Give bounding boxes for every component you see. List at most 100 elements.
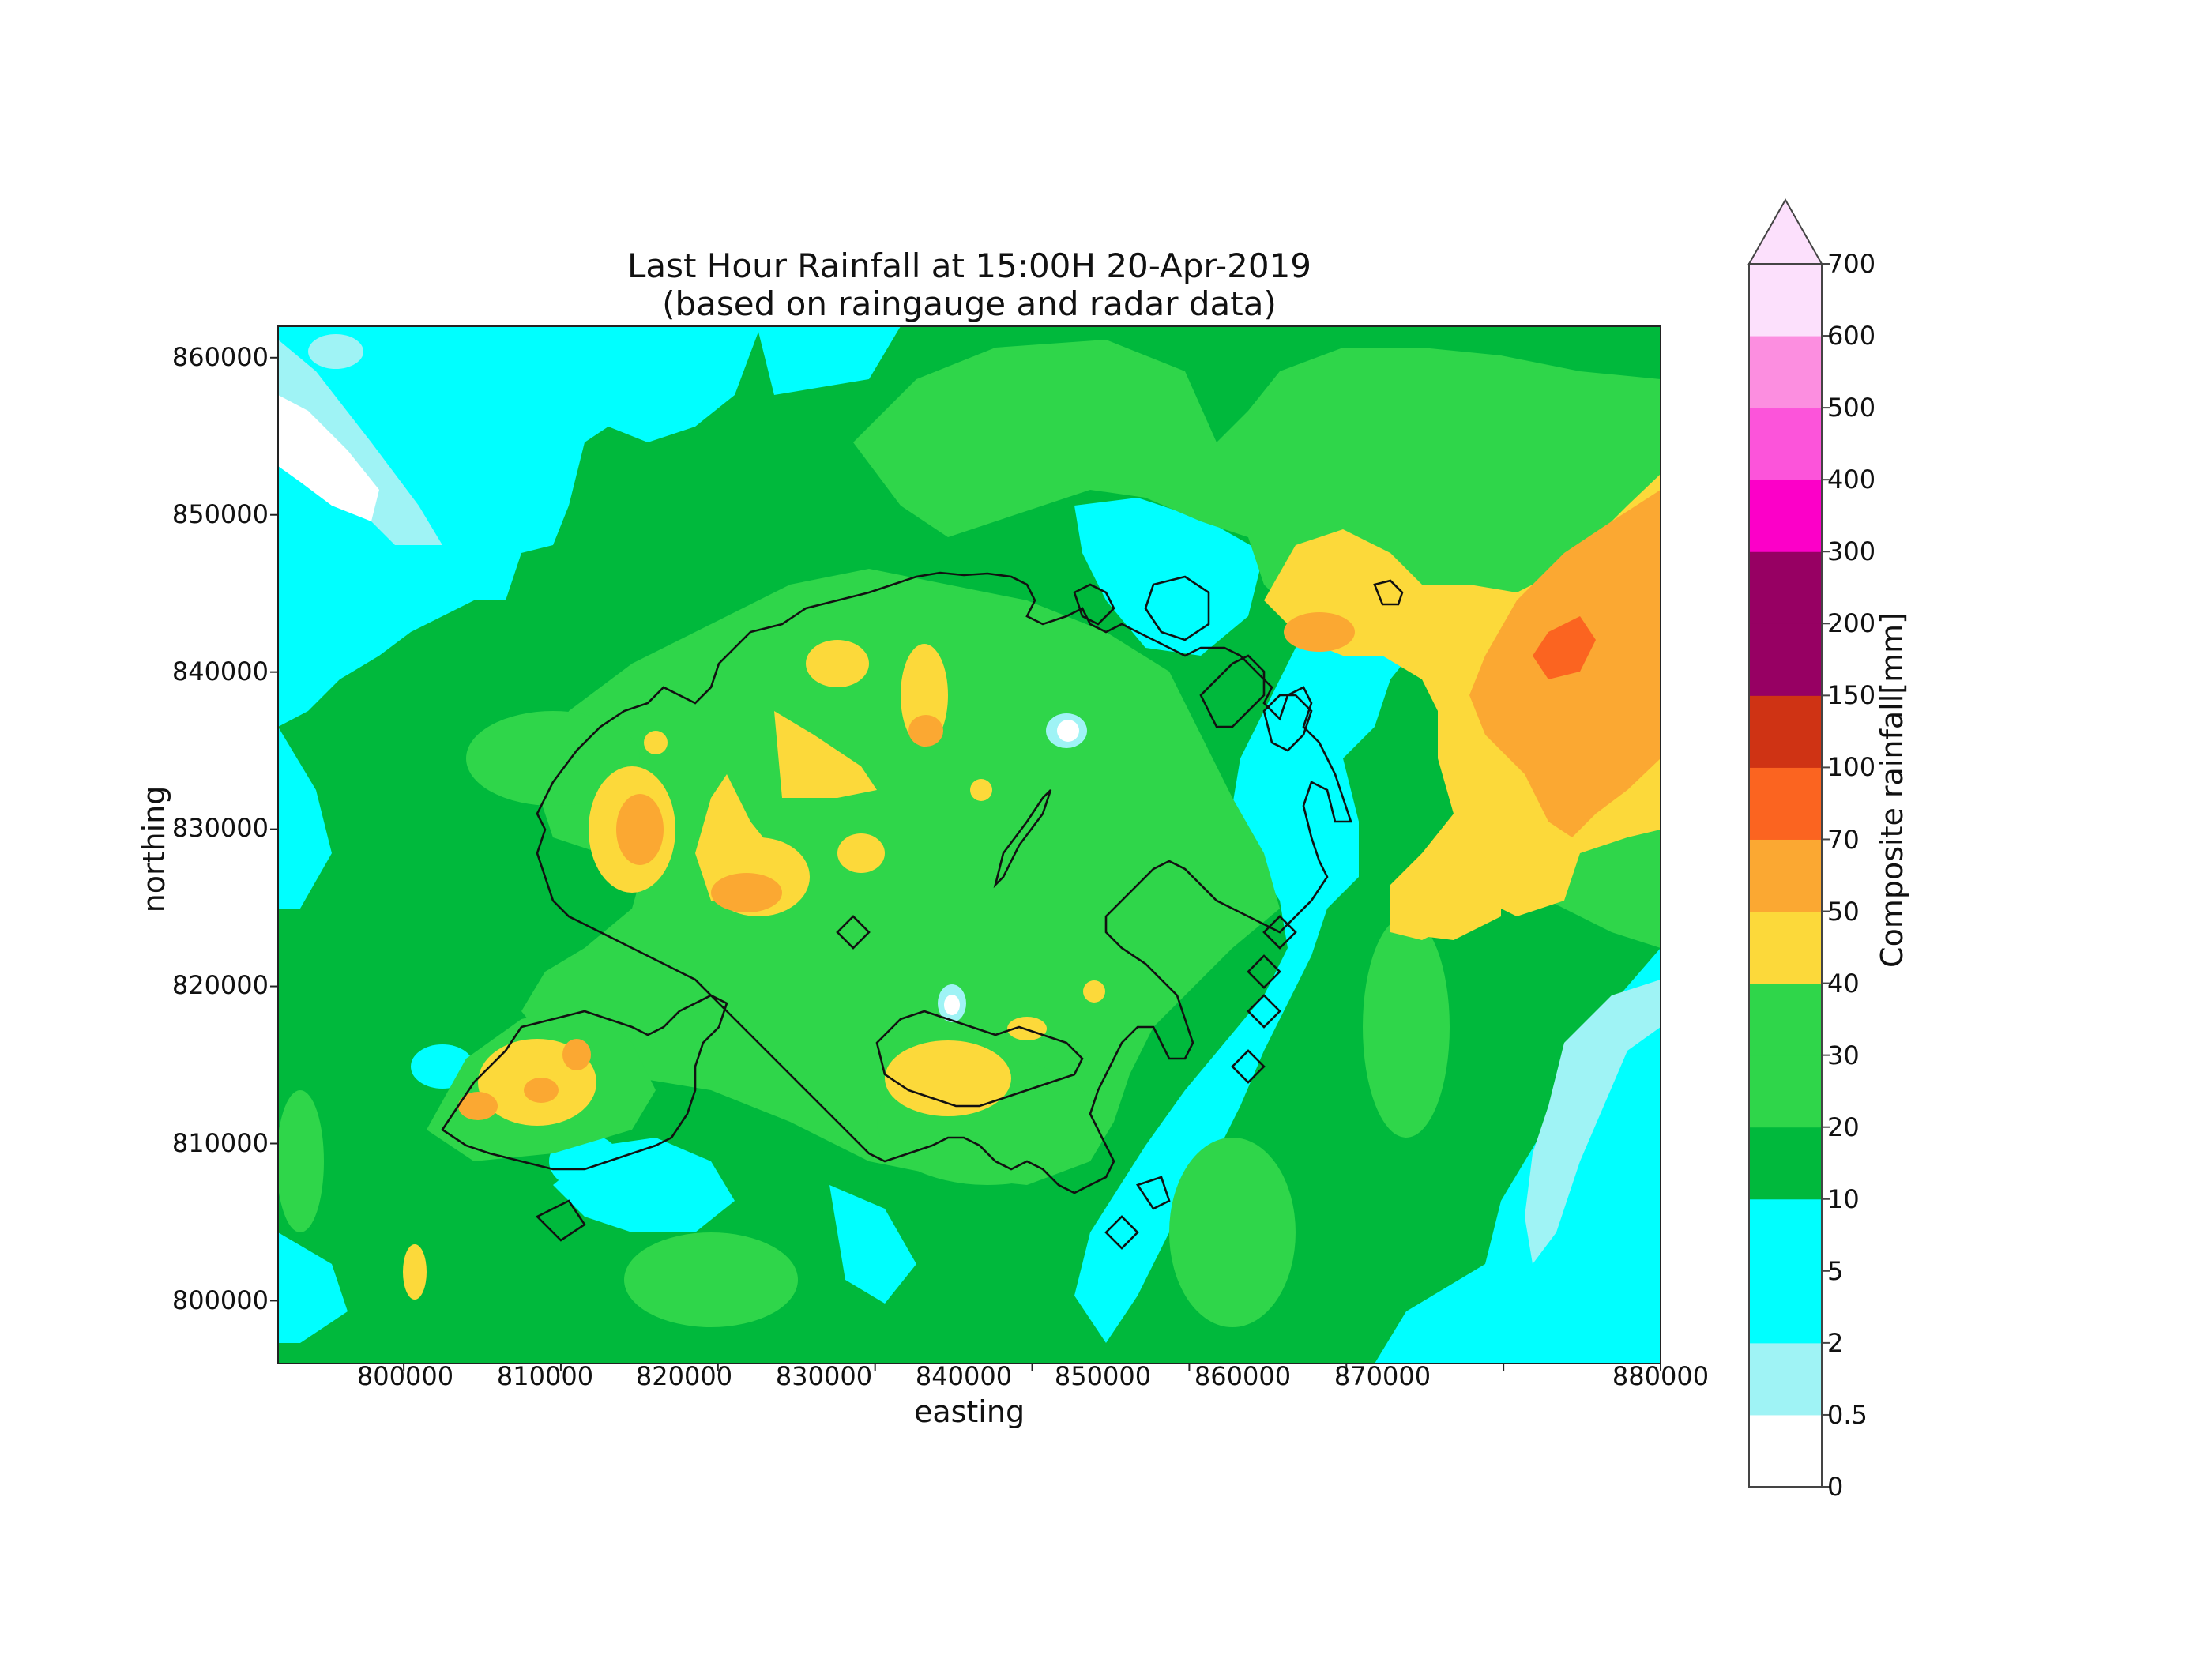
coastline-sai-kung — [1262, 694, 1313, 752]
rain-area-20-40-patch-3 — [1169, 1138, 1296, 1327]
y-axis-ticks — [270, 356, 278, 1302]
rain-area-0.5-2-small — [308, 334, 363, 369]
rain-area-20-40-northeast — [853, 340, 1661, 948]
rain-area-40-50-small-5 — [403, 1244, 427, 1300]
y-tick-label: 850000 — [171, 499, 269, 529]
coastline-islands-3 — [535, 1199, 586, 1242]
colorbar-segment — [1749, 911, 1822, 984]
colorbar-tick-label: 50 — [1827, 897, 1860, 927]
coastline-airport — [993, 789, 1052, 889]
rain-area-0.5-2-east — [1525, 980, 1661, 1264]
rain-area-5-10-harbour — [1074, 600, 1422, 1343]
x-tick-label: 830000 — [775, 1361, 873, 1391]
rain-area-40-50-central-5 — [806, 640, 869, 687]
colorbar-tick-label: 500 — [1827, 393, 1876, 423]
x-tick-label: 840000 — [915, 1361, 1013, 1391]
colorbar-segment — [1749, 551, 1822, 624]
y-tick-label: 810000 — [171, 1128, 269, 1158]
colorbar-segment — [1749, 839, 1822, 912]
colorbar-segment — [1749, 408, 1822, 480]
colorbar-segment — [1749, 695, 1822, 768]
colorbar-label: Composite rainfall[mm] — [1875, 612, 1909, 968]
coastline-main — [536, 571, 1352, 1194]
colorbar-tick-label: 100 — [1827, 752, 1876, 782]
coastline-islands-5 — [1231, 1049, 1266, 1084]
colorbar-segment — [1749, 480, 1822, 552]
map-title: Last Hour Rainfall at 15:00H 20-Apr-2019 — [626, 246, 1312, 285]
y-tick-label: 860000 — [171, 342, 269, 372]
rain-area-40-50-small-2 — [970, 779, 992, 801]
rain-area-0-0.5-spot-1 — [1057, 720, 1079, 742]
coastline-lantau — [441, 994, 728, 1171]
y-tick-label: 820000 — [171, 970, 269, 1000]
x-axis-label: easting — [913, 1394, 1025, 1429]
rain-area-5-10-southwest — [278, 1232, 348, 1343]
colorbar-segment — [1749, 767, 1822, 840]
rain-area-5-10-south — [830, 1185, 916, 1304]
colorbar-tick-label: 70 — [1827, 825, 1860, 855]
x-tick-label: 850000 — [1054, 1361, 1152, 1391]
map-axes-frame — [277, 325, 1661, 1364]
rain-area-40-50-central-7 — [837, 833, 885, 873]
colorbar-tick-label: 5 — [1827, 1256, 1844, 1286]
colorbar-tick-label: 10 — [1827, 1184, 1860, 1214]
colorbar-tick-label: 200 — [1827, 608, 1876, 638]
rain-area-50-70-lantau-3 — [524, 1078, 559, 1103]
rain-area-40-50-east-lobe — [1390, 837, 1501, 940]
rain-area-0-0.5-spot-2 — [944, 995, 960, 1015]
coastline — [441, 571, 1404, 1250]
colorbar-tick-label: 150 — [1827, 680, 1876, 710]
colorbar-ticks — [1822, 263, 1830, 1488]
colorbar-segment — [1749, 1270, 1822, 1344]
rain-area-40-50-small-4 — [644, 731, 668, 754]
rain-area-20-40-patch-1 — [466, 711, 640, 806]
rain-area-40-50-small-3 — [1083, 980, 1105, 1003]
coastline-hk-island — [875, 1010, 1084, 1108]
x-axis-ticks — [403, 1364, 1661, 1371]
rain-area-5-10-northwest-lower — [278, 727, 332, 908]
colorbar-frame — [1748, 263, 1823, 1488]
colorbar-segment — [1749, 336, 1822, 408]
colorbar-tick-label: 600 — [1827, 321, 1876, 351]
colorbar-segment — [1749, 983, 1822, 1056]
colorbar-segment — [1749, 1342, 1822, 1416]
rain-area-20-40-patch-2 — [278, 1090, 324, 1232]
y-axis-label: northing — [137, 785, 171, 913]
rain-area-0.5-2-northwest — [278, 340, 442, 545]
y-tick-label: 830000 — [171, 813, 269, 843]
x-tick-label: 860000 — [1194, 1361, 1292, 1391]
rain-area-5-10-inner-bay — [1074, 498, 1264, 656]
rain-area-20-40-patch-4 — [624, 1232, 798, 1327]
rain-area-50-70-central-3 — [908, 715, 943, 747]
x-tick-label: 870000 — [1334, 1361, 1431, 1391]
x-tick-label: 880000 — [1612, 1361, 1710, 1391]
colorbar-tick-label: 300 — [1827, 536, 1876, 566]
colorbar-tick-label: 20 — [1827, 1112, 1860, 1142]
rain-area-20-40-central — [521, 569, 1280, 1185]
colorbar — [1749, 264, 1822, 1488]
rain-area-70-100-east — [1533, 616, 1596, 679]
rain-area-50-70-central-2 — [711, 873, 782, 912]
colorbar-tick-label: 2 — [1827, 1328, 1844, 1358]
coastline-islands-8 — [1262, 915, 1297, 950]
colorbar-tick-label: 700 — [1827, 249, 1876, 279]
rain-area-40-50-central-3 — [695, 774, 798, 908]
map-subtitle: (based on raingauge and radar data) — [662, 284, 1277, 323]
rain-area-5-10-northwest — [278, 326, 901, 727]
rain-area-50-70-lantau-2 — [458, 1092, 498, 1120]
colorbar-segment — [1749, 1198, 1822, 1272]
rainfall-map — [278, 326, 1661, 1364]
colorbar-tick-label: 0 — [1827, 1472, 1844, 1502]
x-tick-label: 810000 — [496, 1361, 594, 1391]
coastline-islands-7 — [836, 915, 871, 950]
x-tick-label: 820000 — [635, 1361, 733, 1391]
y-tick-label: 840000 — [171, 656, 269, 687]
rain-area-40-50-south-island — [885, 1040, 1011, 1116]
coastline-islands-4 — [1247, 954, 1281, 989]
coastline-northeast — [1199, 654, 1266, 728]
rain-area-50-70-central-1 — [616, 794, 664, 865]
colorbar-segment — [1749, 1127, 1822, 1200]
coastline-islands-1 — [1104, 1215, 1139, 1250]
coastline-north-island — [1144, 575, 1210, 641]
colorbar-tick-label: 400 — [1827, 465, 1876, 495]
